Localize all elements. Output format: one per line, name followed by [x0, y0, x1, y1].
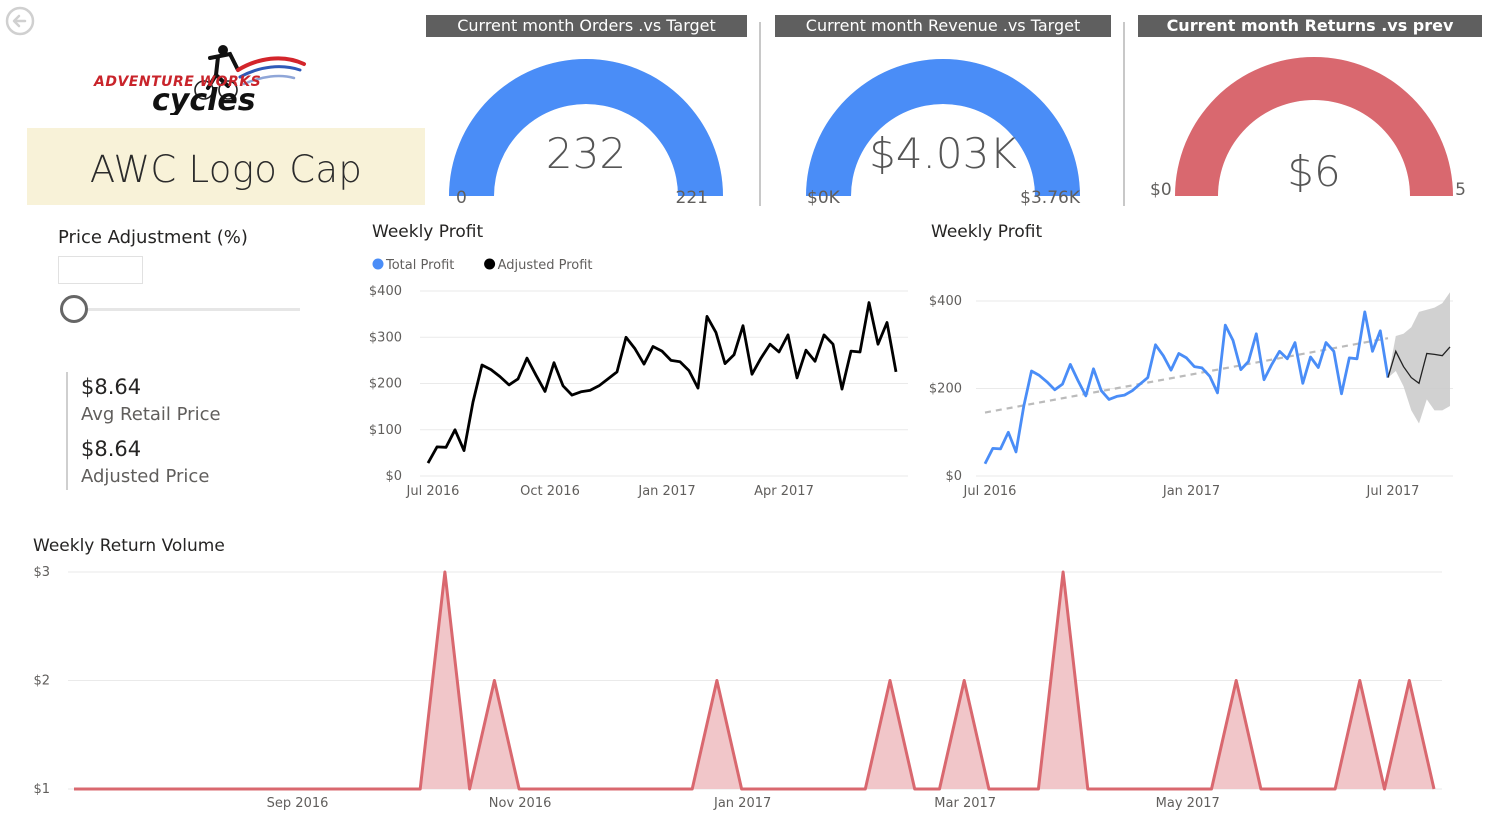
legend-marker	[484, 258, 496, 270]
back-arrow-icon[interactable]	[4, 5, 36, 37]
y-tick-label: $300	[369, 330, 402, 345]
x-tick-label: Sep 2016	[267, 796, 329, 811]
weekly-profit-chart-title: Weekly Profit	[372, 222, 484, 242]
x-tick-label: Jul 2016	[406, 484, 460, 499]
price-adjustment-input[interactable]	[58, 256, 143, 284]
adjusted-price-label: Adjusted Price	[81, 466, 210, 487]
revenue-gauge: $4.03K $0K $3.76K	[806, 59, 1081, 208]
gauge-value: $6	[1287, 147, 1340, 196]
y-tick-label: $100	[369, 423, 402, 438]
gauge-fill	[449, 59, 723, 197]
product-title: AWC Logo Cap	[89, 148, 363, 191]
gauge-max-label: $3.76K	[1020, 188, 1081, 208]
return-volume-line	[74, 570, 1436, 791]
svg-text:cycles: cycles	[152, 83, 256, 115]
x-tick-label: Jan 2017	[713, 796, 771, 811]
gauge-fill	[806, 59, 1080, 197]
avg-retail-price-value: $8.64	[81, 375, 142, 399]
y-tick-label: $3	[33, 565, 50, 580]
x-tick-label: Apr 2017	[754, 484, 814, 499]
orders-gauge-title: Current month Orders .vs Target	[426, 15, 747, 37]
weekly-profit-forecast-chart-title: Weekly Profit	[931, 222, 1043, 242]
forecast-band	[1388, 292, 1450, 424]
price-adjustment-slider-track[interactable]	[64, 308, 300, 311]
gauge-value: 232	[546, 129, 626, 178]
y-tick-label: $2	[33, 674, 50, 689]
legend-marker	[372, 258, 384, 270]
y-tick-label: $1	[33, 782, 50, 797]
revenue-gauge-title: Current month Revenue .vs Target	[775, 15, 1111, 37]
gauge-max-label: 5	[1455, 180, 1466, 200]
weekly-return-volume-chart: $1 $2 $3 Sep 2016 Nov 2016 Jan 2017 Mar 2017 Ma…	[33, 565, 1442, 811]
gauge-value: $4.03K	[869, 129, 1017, 178]
x-tick-label: Mar 2017	[934, 796, 996, 811]
x-tick-label: Nov 2016	[489, 796, 552, 811]
legend-label: Adjusted Profit	[498, 258, 593, 273]
gauge-min-label: 0	[456, 188, 467, 208]
x-tick-label: Jan 2017	[1162, 484, 1220, 499]
gauge-min-label: $0K	[807, 188, 841, 208]
y-tick-label: $200	[929, 382, 962, 397]
y-tick-label: $200	[369, 377, 402, 392]
orders-gauge: 232 0 221	[449, 59, 723, 208]
returns-gauge-title: Current month Returns .vs prev Mounth	[1138, 15, 1482, 57]
card-accent-bar	[66, 372, 68, 490]
weekly-profit-forecast-chart: $0 $200 $400 Jul 2016 Jan 2017 Jul 2017	[929, 292, 1453, 499]
x-tick-label: Jul 2017	[1366, 484, 1420, 499]
product-title-card: AWC Logo Cap	[27, 128, 425, 205]
returns-gauge: $6 $0 5	[1150, 57, 1466, 200]
forecast-line	[1387, 346, 1451, 385]
gauge-max-label: 221	[676, 188, 708, 208]
weekly-return-volume-chart-title: Weekly Return Volume	[33, 536, 225, 556]
x-tick-label: May 2017	[1156, 796, 1220, 811]
y-tick-label: $0	[945, 469, 962, 484]
gauge-fill	[1175, 57, 1453, 197]
x-tick-label: Jul 2016	[963, 484, 1017, 499]
y-tick-label: $400	[929, 294, 962, 309]
svg-text:ADVENTURE WORKS: ADVENTURE WORKS	[93, 74, 261, 90]
series-line	[426, 301, 898, 464]
y-tick-label: $400	[369, 284, 402, 299]
y-tick-label: $0	[385, 469, 402, 484]
gauge-divider	[759, 22, 761, 206]
adventure-works-logo: ADVENTURE WORKS cycles	[93, 45, 306, 115]
gauge-min-label: $0	[1150, 180, 1172, 200]
weekly-profit-chart: $0 $100 $200 $300 $400 Jul 2016 Oct 2016 Jan 20…	[369, 258, 908, 499]
gauge-divider	[1123, 22, 1125, 206]
legend-label: Total Profit	[385, 258, 454, 273]
x-tick-label: Oct 2016	[520, 484, 580, 499]
avg-retail-price-label: Avg Retail Price	[81, 404, 221, 425]
x-tick-label: Jan 2017	[637, 484, 695, 499]
adjusted-price-value: $8.64	[81, 437, 142, 461]
total-profit-line	[983, 310, 1390, 465]
price-adjustment-label: Price Adjustment (%)	[58, 227, 248, 248]
price-adjustment-slider-handle[interactable]	[60, 295, 88, 323]
trend-line	[984, 337, 1389, 414]
